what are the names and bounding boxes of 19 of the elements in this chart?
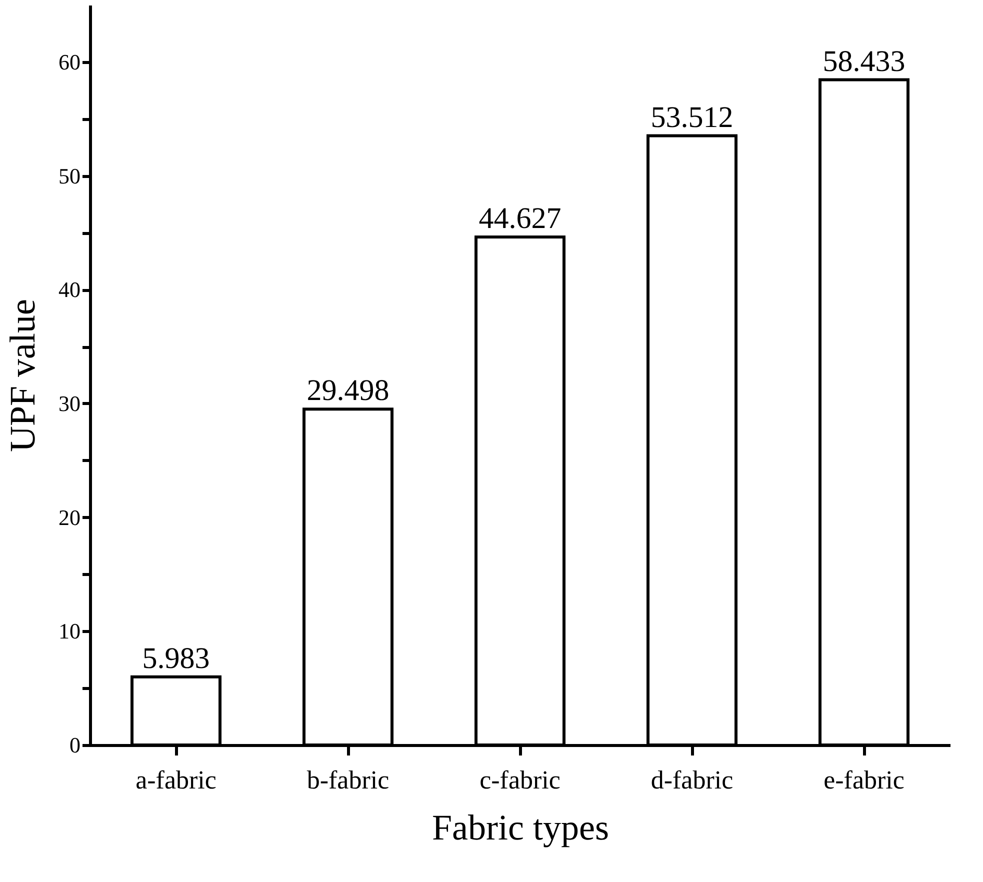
y-tick-label: 40 (58, 277, 80, 302)
x-tick-label: a-fabric (136, 766, 216, 794)
y-tick-label: 0 (70, 732, 80, 758)
y-tick-label: 20 (58, 504, 80, 530)
y-axis-title: UPF value (2, 299, 42, 452)
x-tick-label: d-fabric (650, 766, 734, 794)
data-label: 29.498 (306, 374, 390, 408)
x-tick-label: b-fabric (306, 766, 390, 794)
x-axis-title: Fabric types (432, 808, 609, 848)
data-label: 5.983 (142, 642, 210, 675)
y-tick-label: 10 (58, 618, 80, 644)
data-label: 58.433 (822, 44, 906, 78)
y-tick-label: 50 (58, 163, 80, 188)
data-label: 53.512 (650, 100, 734, 134)
x-tick-label: e-fabric (824, 766, 904, 794)
y-tick-label: 60 (58, 49, 80, 74)
x-tick-label: c-fabric (480, 766, 560, 794)
data-label: 44.627 (478, 202, 562, 235)
y-tick-label: 30 (58, 390, 80, 416)
